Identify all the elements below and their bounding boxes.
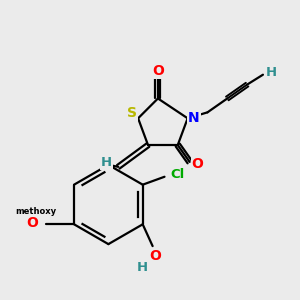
Text: O: O [26, 216, 38, 230]
Text: methoxy: methoxy [15, 207, 56, 216]
Text: methoxy: methoxy [14, 206, 51, 215]
Text: S: S [127, 106, 137, 120]
Text: O: O [192, 157, 203, 171]
Text: H: H [137, 261, 148, 274]
Text: N: N [188, 111, 200, 125]
Text: H: H [265, 66, 276, 79]
Text: O: O [152, 64, 164, 78]
Text: H: H [101, 156, 112, 170]
Text: O: O [150, 249, 161, 263]
Text: Cl: Cl [170, 168, 184, 181]
